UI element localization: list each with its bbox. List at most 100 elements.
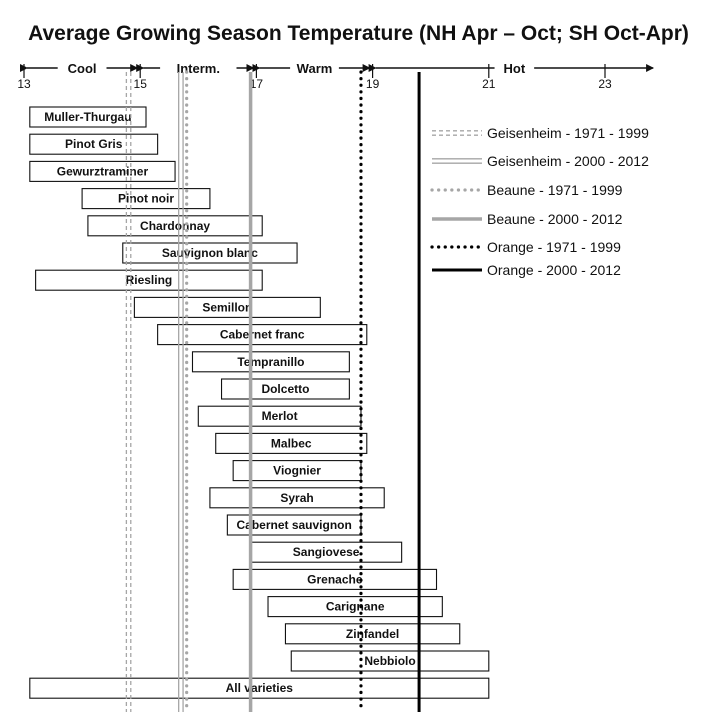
bar-label: Dolcetto <box>261 382 309 396</box>
legend-item-beaune-2000-2012: Beaune - 2000 - 2012 <box>432 211 623 227</box>
bar-label: Malbec <box>271 436 312 450</box>
tick-label-15: 15 <box>134 77 148 91</box>
bar-rect <box>232 460 362 482</box>
bar-label: Muller-Thurgau <box>44 110 131 124</box>
zone-cool: Cool <box>20 61 139 76</box>
temperature-axis: 13 15 17 19 21 23 <box>17 64 612 91</box>
bar-pinot-noir: Pinot noir <box>81 188 211 210</box>
bar-label: Sangiovese <box>293 545 360 559</box>
bar-label: Grenache <box>307 572 363 586</box>
bar-rect <box>226 514 362 536</box>
bar-rect <box>133 296 321 318</box>
bar-syrah: Syrah <box>209 487 385 509</box>
legend-item-orange-1971-1999: Orange - 1971 - 1999 <box>430 239 621 255</box>
climate-zones: Cool Interm. Warm Hot <box>20 61 655 76</box>
legend-label: Orange - 2000 - 2012 <box>487 262 621 278</box>
tick-label-17: 17 <box>250 77 264 91</box>
bar-gewurztraminer: Gewurztraminer <box>29 160 176 182</box>
bar-chardonnay: Chardonnay <box>87 215 263 237</box>
bar-label: Pinot Gris <box>65 137 123 151</box>
bar-label: Cabernet franc <box>220 328 305 342</box>
legend-label: Orange - 1971 - 1999 <box>487 239 621 255</box>
bar-label: Chardonnay <box>140 219 210 233</box>
bar-rect <box>284 623 461 645</box>
bar-label: Sauvignon blanc <box>162 246 258 260</box>
bar-rect <box>220 378 350 400</box>
bar-rect <box>209 487 385 509</box>
bar-muller-thurgau: Muller-Thurgau <box>29 106 147 128</box>
bar-rect <box>35 269 263 291</box>
bar-label: Syrah <box>280 491 313 505</box>
chart-title: Average Growing Season Temperature (NH A… <box>28 22 689 45</box>
bar-rect <box>191 351 350 373</box>
bar-semillon: Semillon <box>133 296 321 318</box>
reference-lines <box>125 70 421 714</box>
bar-label: Merlot <box>262 409 298 423</box>
bar-rect <box>81 188 211 210</box>
zone-label: Cool <box>68 61 97 76</box>
bar-rect <box>29 106 147 128</box>
bar-cabernet-franc: Cabernet franc <box>157 324 368 346</box>
bar-zinfandel: Zinfandel <box>284 623 461 645</box>
zone-interm: Interm. <box>136 61 255 76</box>
legend-item-beaune-1971-1999: Beaune - 1971 - 1999 <box>430 182 623 198</box>
legend-item-geisenheim-1971-1999: Geisenheim - 1971 - 1999 <box>432 125 649 141</box>
bar-label: Zinfandel <box>346 627 399 641</box>
bar-rect <box>267 596 443 618</box>
bar-sauvignon-blanc: Sauvignon blanc <box>122 242 298 264</box>
zone-warm: Warm <box>252 61 371 76</box>
bar-nebbiolo: Nebbiolo <box>290 650 490 672</box>
bar-label: Nebbiolo <box>364 654 415 668</box>
bar-rect <box>87 215 263 237</box>
bar-dolcetto: Dolcetto <box>220 378 350 400</box>
bar-label: Cabernet sauvignon <box>236 518 351 532</box>
bar-rect <box>232 568 438 590</box>
refline-geisenheim-2000-2012 <box>178 72 184 712</box>
bar-label: Semillon <box>202 300 252 314</box>
legend-label: Beaune - 1971 - 1999 <box>487 182 623 198</box>
legend-swatch <box>432 130 482 136</box>
bar-viognier: Viognier <box>232 460 362 482</box>
zone-label: Warm <box>297 61 333 76</box>
bar-label: Gewurztraminer <box>57 164 149 178</box>
legend-label: Geisenheim - 2000 - 2012 <box>487 153 649 169</box>
legend-item-geisenheim-2000-2012: Geisenheim - 2000 - 2012 <box>432 153 649 169</box>
bar-grenache: Grenache <box>232 568 438 590</box>
bar-label: All varieties <box>226 681 294 695</box>
legend: Geisenheim - 1971 - 1999 Geisenheim - 200… <box>430 125 649 278</box>
tick-label-21: 21 <box>482 77 496 91</box>
legend-label: Beaune - 2000 - 2012 <box>487 211 623 227</box>
zone-label: Hot <box>504 61 526 76</box>
bar-rect <box>29 160 176 182</box>
tick-label-19: 19 <box>366 77 380 91</box>
bar-riesling: Riesling <box>35 269 263 291</box>
legend-swatch <box>432 158 482 164</box>
bar-rect <box>29 677 490 699</box>
bar-cabernet-sauvignon: Cabernet sauvignon <box>226 514 362 536</box>
tick-label-13: 13 <box>17 77 31 91</box>
bar-label: Viognier <box>273 464 321 478</box>
legend-label: Geisenheim - 1971 - 1999 <box>487 125 649 141</box>
zone-hot: Hot <box>368 61 655 76</box>
bar-rect <box>122 242 298 264</box>
bar-label: Riesling <box>126 273 173 287</box>
bar-rect <box>157 324 368 346</box>
bar-rect <box>215 432 368 454</box>
tick-label-23: 23 <box>598 77 612 91</box>
bar-malbec: Malbec <box>215 432 368 454</box>
bar-pinot-gris: Pinot Gris <box>29 133 159 155</box>
legend-item-orange-2000-2012: Orange - 2000 - 2012 <box>432 262 621 278</box>
bar-merlot: Merlot <box>197 405 362 427</box>
refline-geisenheim-1971-1999 <box>125 72 132 712</box>
bar-rect <box>290 650 490 672</box>
bar-tempranillo: Tempranillo <box>191 351 350 373</box>
bar-label: Carignane <box>326 600 385 614</box>
bar-label: Pinot noir <box>118 192 174 206</box>
bar-sangiovese: Sangiovese <box>250 541 403 563</box>
bar-carignane: Carignane <box>267 596 443 618</box>
bar-rect <box>29 133 159 155</box>
bar-label: Tempranillo <box>237 355 304 369</box>
bar-all-varieties: All varieties <box>29 677 490 699</box>
variety-bars: Muller-Thurgau Pinot Gris Gewurztraminer Pi… <box>29 106 490 699</box>
